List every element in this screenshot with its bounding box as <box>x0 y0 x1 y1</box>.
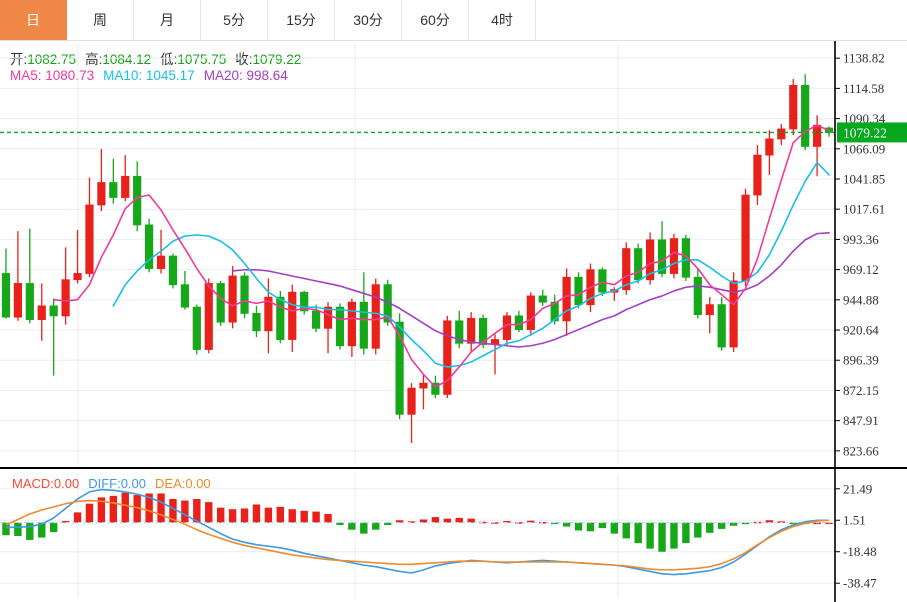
macd-axis-tick: 1.51 <box>843 513 866 528</box>
dea-value: 0.00 <box>185 476 211 491</box>
tab-month[interactable]: 月 <box>134 0 201 40</box>
macd-chart-pane[interactable]: 21.49 1.51 -18.48 -38.47 <box>0 467 907 602</box>
tab-4hour[interactable]: 4时 <box>469 0 536 40</box>
ma5-value: 1080.73 <box>45 68 95 83</box>
macd-axis-tick: 21.49 <box>843 481 872 496</box>
high-value: 1084.12 <box>102 52 152 67</box>
diff-label: DIFF: <box>88 476 121 491</box>
open-label: 开: <box>10 52 28 67</box>
macd-value: 0.00 <box>53 476 80 491</box>
price-axis-tick: 1138.82 <box>843 51 885 66</box>
macd-label: MACD: <box>12 476 54 491</box>
tab-60min[interactable]: 60分 <box>402 0 469 40</box>
price-axis-tick: 823.66 <box>843 443 879 458</box>
tab-day[interactable]: 日 <box>0 0 67 40</box>
low-value: 1075.75 <box>177 52 227 67</box>
ohlc-legend: 开:1082.75 高:1084.12 低:1075.75 收:1079.22 <box>10 48 301 68</box>
ma5-label: MA5: <box>10 68 42 83</box>
macd-axis-tick: -38.47 <box>843 576 877 591</box>
ma10-label: MA10: <box>103 68 143 83</box>
price-axis-tick: 1090.34 <box>843 111 886 126</box>
close-label: 收: <box>235 52 253 67</box>
price-axis-tick: 847.91 <box>843 413 879 428</box>
close-value: 1079.22 <box>252 52 302 67</box>
price-axis-tick: 896.39 <box>843 353 879 368</box>
price-axis-tick: 993.36 <box>843 232 879 247</box>
price-axis-tick: 1114.58 <box>843 81 884 96</box>
period-tab-bar: 日 周 月 5分 15分 30分 60分 4时 <box>0 0 907 41</box>
price-axis-tick: 969.12 <box>843 262 879 277</box>
candlestick-svg: 1138.82 1114.58 1090.34 1066.09 1041.85 1017.… <box>0 41 907 467</box>
tab-week[interactable]: 周 <box>67 0 134 40</box>
price-axis-tick: 872.15 <box>843 383 879 398</box>
price-axis-tick: 1066.09 <box>843 141 885 156</box>
open-value: 1082.75 <box>27 52 77 67</box>
macd-svg: 21.49 1.51 -18.48 -38.47 <box>0 469 877 602</box>
diff-value: 0.00 <box>120 476 147 491</box>
ma20-label: MA20: <box>203 68 243 83</box>
ma-legend: MA5: 1080.73 MA10: 1045.17 MA20: 998.64 <box>10 68 288 83</box>
dea-label: DEA: <box>155 476 186 491</box>
low-label: 低: <box>160 52 178 67</box>
tab-5min[interactable]: 5分 <box>201 0 268 40</box>
current-price-tag: 1079.22 <box>843 125 887 140</box>
price-axis-tick: 944.88 <box>843 292 879 307</box>
macd-axis-tick: -18.48 <box>843 544 877 559</box>
ma10-value: 1045.17 <box>145 68 195 83</box>
macd-legend: MACD:0.00 DIFF:0.00 DEA:0.00 <box>12 476 211 491</box>
tab-15min[interactable]: 15分 <box>268 0 335 40</box>
price-axis-tick: 1017.61 <box>843 202 885 217</box>
high-label: 高: <box>85 52 103 67</box>
tab-bar-filler <box>536 0 907 40</box>
price-axis-tick: 920.64 <box>843 323 879 338</box>
ma20-value: 998.64 <box>246 68 288 83</box>
tab-30min[interactable]: 30分 <box>335 0 402 40</box>
price-axis-tick: 1041.85 <box>843 171 885 186</box>
candlestick-chart-pane[interactable]: 1138.82 1114.58 1090.34 1066.09 1041.85 1017.… <box>0 41 907 467</box>
